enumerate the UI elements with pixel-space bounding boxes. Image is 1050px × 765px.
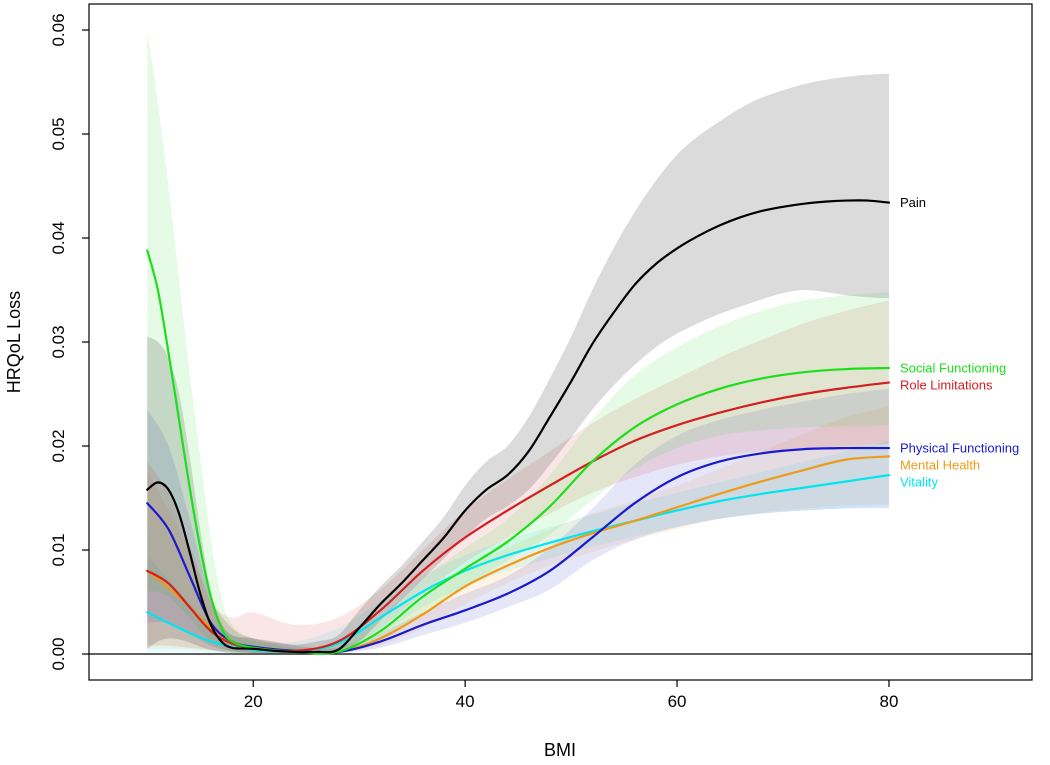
y-tick-label-0.05: 0.05	[49, 117, 68, 150]
mental-health-label: Mental Health	[900, 458, 980, 473]
pain-confidence-band	[147, 73, 889, 654]
x-tick-label-20: 20	[244, 692, 263, 711]
social-functioning-line	[146, 249, 891, 655]
role-limitations-label: Role Limitations	[900, 378, 993, 393]
y-tick-label-0.06: 0.06	[49, 13, 68, 46]
physical-functioning-confidence-band	[147, 388, 889, 654]
y-tick-label-0.02: 0.02	[49, 429, 68, 462]
series-lines	[146, 199, 891, 655]
y-tick-label-0.03: 0.03	[49, 325, 68, 358]
role-limitations-confidence-band	[147, 300, 889, 654]
pain-line	[146, 199, 891, 654]
x-tick-label-80: 80	[879, 692, 898, 711]
vitality-confidence-band	[147, 440, 889, 654]
y-tick-label-0.04: 0.04	[49, 221, 68, 254]
y-tick-label-0.01: 0.01	[49, 533, 68, 566]
x-axis-title: BMI	[544, 740, 576, 760]
series-labels: Pain Social Functioning Role Limitations Ph…	[900, 195, 1019, 489]
x-tick-label-60: 60	[668, 692, 687, 711]
vitality-label: Vitality	[900, 475, 939, 490]
physical-functioning-line	[146, 446, 891, 654]
x-axis: 20 40 60 80	[244, 680, 898, 711]
physical-functioning-label: Physical Functioning	[900, 441, 1019, 456]
y-axis-title: HRQoL Loss	[4, 291, 24, 393]
social-functioning-confidence-band	[147, 30, 889, 654]
pain-label: Pain	[900, 195, 926, 210]
social-functioning-label: Social Functioning	[900, 361, 1006, 376]
y-axis: 0.00 0.01 0.02 0.03 0.04 0.05 0.06	[49, 13, 89, 671]
x-tick-label-40: 40	[456, 692, 475, 711]
y-tick-label-0.00: 0.00	[49, 637, 68, 670]
